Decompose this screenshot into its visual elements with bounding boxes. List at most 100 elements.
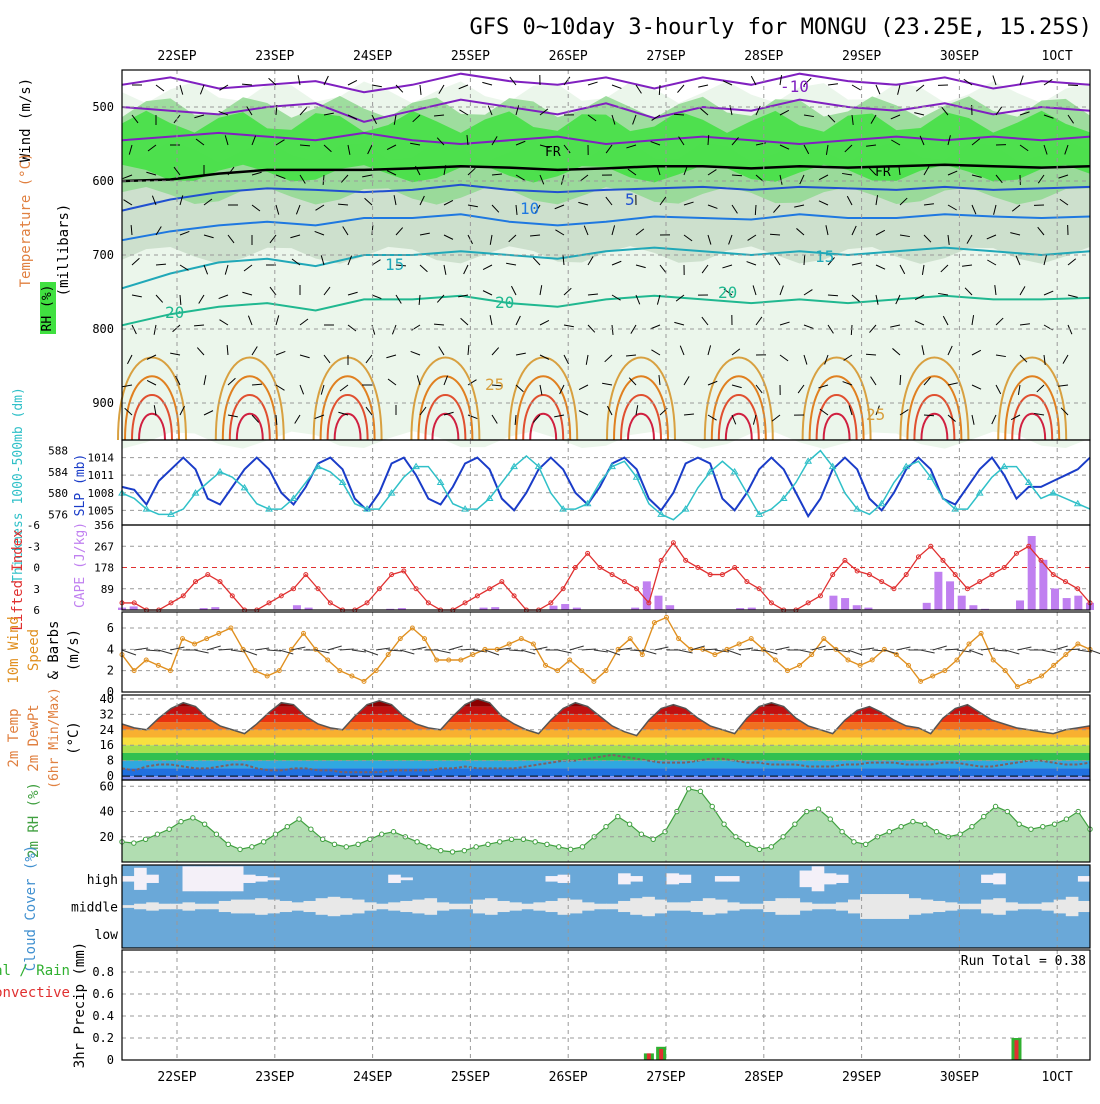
- wind-barb: [876, 85, 880, 94]
- rh-marker: [320, 837, 324, 841]
- cloud-middle-cell: [267, 900, 280, 914]
- cape-bar: [561, 604, 569, 610]
- cloud-level-label: high: [87, 873, 118, 888]
- cloud-middle-cell: [848, 900, 861, 914]
- cloud-high-cell: [993, 873, 1006, 884]
- wind-barb: [828, 295, 838, 296]
- cloud-high-cell: [255, 876, 268, 882]
- contour-label: 25: [866, 405, 885, 424]
- temperature2m-axis-label: 2m DewPt: [26, 704, 42, 771]
- wind10m-axis-label: & Barbs: [46, 620, 62, 679]
- wind-barb: [804, 255, 805, 265]
- cloud-middle-cell: [219, 901, 232, 912]
- cloud-middle-cell: [739, 904, 752, 910]
- date-label-top: 26SEP: [549, 49, 588, 64]
- temperature-tick-label: 16: [100, 738, 114, 752]
- date-label-top: 30SEP: [940, 49, 979, 64]
- cloud-middle-cell: [812, 904, 825, 910]
- rh-marker: [250, 845, 254, 849]
- rh-tick-label: 20: [100, 830, 114, 844]
- wind-barb: [1068, 85, 1078, 86]
- rh-marker: [816, 807, 820, 811]
- cloud-middle-cell: [606, 904, 619, 910]
- pressure-tick-label: 600: [92, 174, 114, 188]
- contour-label: 5: [625, 190, 635, 209]
- cloud-high-cell: [800, 871, 813, 888]
- rh-marker: [1029, 827, 1033, 831]
- wind-barb-10m: [1090, 650, 1100, 655]
- rh-marker: [769, 845, 773, 849]
- date-label-bottom: 27SEP: [646, 1070, 685, 1085]
- cloud-middle-cell: [582, 902, 595, 910]
- cape-bar: [841, 598, 849, 610]
- rh-marker: [155, 832, 159, 836]
- wind-barb: [708, 135, 709, 145]
- cloud-middle-cell: [1030, 904, 1043, 910]
- rh-marker: [604, 824, 608, 828]
- wind-barb-10m: [437, 650, 451, 653]
- wind-barb: [900, 375, 901, 385]
- pressure-tick-label: 800: [92, 322, 114, 336]
- cloud-middle-cell: [618, 901, 631, 912]
- wind-tick-label: 2: [107, 664, 114, 678]
- cloud-middle-cell: [1042, 902, 1055, 910]
- temperature-color-band: [122, 722, 1090, 730]
- wind-barb: [482, 82, 492, 85]
- rh-marker: [273, 832, 277, 836]
- rh-marker: [533, 840, 537, 844]
- cloud-middle-cell: [364, 902, 377, 910]
- rh-marker: [639, 832, 643, 836]
- cloud-middle-cell: [521, 904, 534, 910]
- lifted-index-tick-label: 3: [33, 583, 40, 596]
- rh-marker: [450, 850, 454, 854]
- slp-thickness-panel: [122, 440, 1090, 525]
- cloud-middle-cell: [400, 901, 413, 912]
- cloud-middle-cell: [969, 904, 982, 910]
- wind-barb: [677, 85, 684, 93]
- rh-marker: [143, 837, 147, 841]
- cloud-middle-cell: [509, 902, 522, 910]
- wind-barb-10m: [158, 650, 172, 654]
- rh-marker: [616, 814, 620, 818]
- cloud-high-cell: [146, 875, 159, 883]
- cloud-middle-cell: [546, 901, 559, 912]
- cloud-middle-cell: [993, 898, 1006, 915]
- cape-bar: [969, 605, 977, 610]
- rh-marker: [226, 842, 230, 846]
- wind-barb: [828, 84, 838, 85]
- pressure-tick-label: 500: [92, 100, 114, 114]
- cloud-level-label: low: [95, 928, 119, 943]
- cloud-middle-cell: [1017, 904, 1030, 910]
- cloud-middle-cell: [1005, 902, 1018, 910]
- rh-marker: [934, 830, 938, 834]
- temperature-color-band: [122, 738, 1090, 746]
- date-label-top: 28SEP: [744, 49, 783, 64]
- cloud-middle-cell: [340, 898, 353, 915]
- cloud-middle-cell: [691, 901, 704, 912]
- cloud-high-cell: [667, 873, 680, 884]
- contour-label: 20: [718, 283, 737, 302]
- thickness-tick-label: 580: [48, 487, 68, 500]
- wind-barb-10m: [1042, 650, 1056, 653]
- rh-marker: [911, 819, 915, 823]
- cape-bar: [934, 572, 942, 610]
- cloud-high-cell: [207, 866, 220, 891]
- wind-barb-10m: [993, 650, 1007, 651]
- cloud-high-cell: [134, 868, 147, 890]
- cloud-high-cell: [1078, 876, 1091, 882]
- cloud-middle-cell: [775, 898, 788, 915]
- rh-marker: [439, 848, 443, 852]
- contour-label: -10: [780, 77, 809, 96]
- rh-marker: [521, 837, 525, 841]
- temperature2m-axis-label: (6hr Min/Max): [47, 687, 62, 789]
- rh-marker: [380, 832, 384, 836]
- wind-barb: [866, 354, 876, 355]
- precip-axis-label: 3hr Precip (mm): [72, 942, 88, 1068]
- thickness-tick-label: 576: [48, 508, 68, 521]
- date-label-bottom: 22SEP: [157, 1070, 196, 1085]
- date-label-bottom: 25SEP: [451, 1070, 490, 1085]
- wind-axis-label: Wind (m/s): [18, 78, 34, 162]
- cloud-middle-cell: [449, 904, 462, 910]
- rh-marker: [167, 827, 171, 831]
- wind-barb-10m: [969, 650, 983, 655]
